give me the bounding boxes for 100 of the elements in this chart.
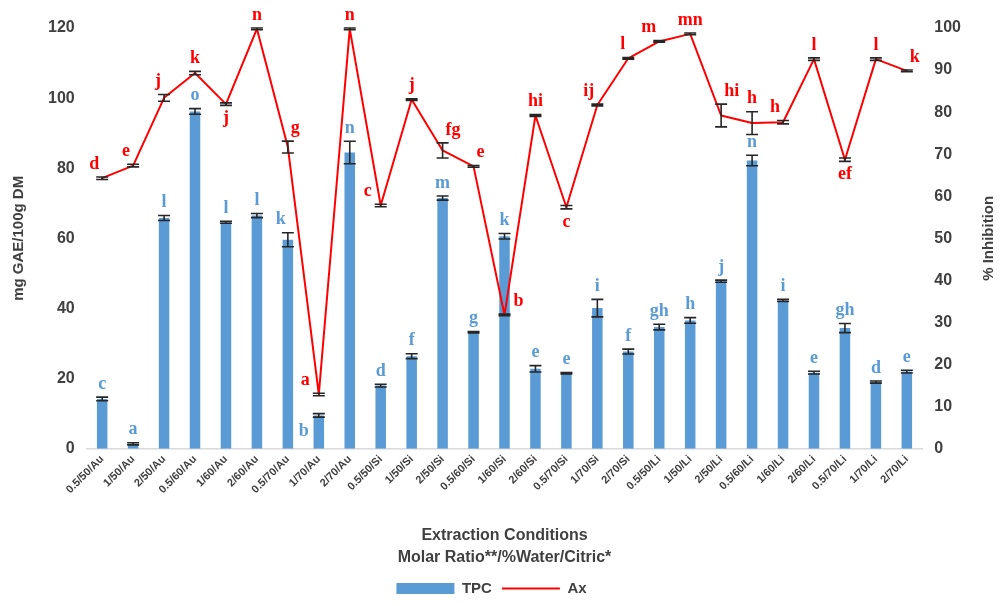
bar [623,351,634,449]
data-label: l [223,196,229,217]
bar [344,152,356,449]
bar [437,198,448,449]
bar [189,111,201,449]
data-label: a [128,418,138,439]
data-label: f [625,324,633,345]
data-label: c [562,210,571,231]
data-label: n [344,3,355,24]
y-tick-label: 40 [56,298,75,316]
data-label: e [902,345,911,366]
y2-tick-label: 70 [934,144,953,162]
y2-tick-label: 80 [934,102,953,120]
bar [839,328,851,449]
data-label: e [122,139,131,160]
y2-tick-label: 10 [934,397,953,415]
data-label: o [190,84,200,105]
data-label: l [161,191,167,212]
y-tick-label: 120 [47,18,75,36]
data-label: h [685,293,696,314]
y2-tick-label: 20 [934,354,953,372]
data-label: d [870,356,881,377]
x-axis-title: Extraction Conditions Molar Ratio**/%Water/Citric* [397,525,613,566]
data-label: hi [527,90,543,111]
data-label: k [499,209,510,230]
data-label: g [290,116,300,137]
data-label: e [809,346,818,367]
data-label: m [435,171,451,192]
data-label: d [89,152,100,173]
data-label: mn [677,8,703,29]
bar [870,382,882,449]
y2-tick-label: 40 [934,270,953,288]
bar [499,236,510,449]
bar [746,160,758,449]
data-label: k [190,46,201,67]
legend-label: TPC [461,578,493,596]
bar [653,327,665,449]
data-label: i [780,275,786,296]
data-label: l [873,33,879,54]
bar [592,308,603,449]
data-label: ef [837,163,853,184]
data-label: e [562,348,571,369]
data-label: f [408,329,416,350]
bar [375,385,386,449]
data-label: c [363,179,372,200]
y-tick-label: 100 [47,88,75,106]
bar [530,368,541,449]
bar [220,222,232,449]
data-label: a [300,368,310,389]
data-label: l [620,33,626,54]
bar [158,218,170,449]
bar [406,356,417,449]
data-label: c [98,372,107,393]
bar [96,398,108,449]
bar [901,371,913,449]
y-axis-title: mg GAE/100g DM [9,175,27,301]
y2-axis-title: % Inhibition [979,195,997,281]
data-label: l [254,189,260,210]
data-label: k [275,208,286,229]
data-label: n [344,116,355,137]
data-label: i [594,275,600,296]
bar [561,373,572,449]
y2-tick-label: 0 [934,439,944,457]
bar [715,281,727,449]
data-label: n [747,130,758,151]
data-label: j [717,255,725,276]
data-label: l [811,33,817,54]
data-label: j [154,70,162,91]
y2-tick-label: 100 [934,18,962,36]
bar [808,372,820,449]
data-label: m [641,16,657,37]
y2-tick-label: 50 [934,228,953,246]
data-label: e [476,141,485,162]
bar [777,300,789,449]
data-label: j [407,74,415,95]
bar [468,332,479,449]
bar [282,239,294,449]
bar [251,215,263,449]
bar [684,320,696,449]
data-label: n [251,3,262,24]
data-label: g [469,307,479,328]
data-label: gh [649,299,669,320]
data-label: ij [583,79,595,100]
y-tick-label: 20 [56,369,75,386]
data-label: k [909,45,920,66]
data-label: gh [835,299,855,320]
data-label: d [375,359,386,380]
data-label: j [221,107,229,128]
y-tick-label: 0 [65,439,75,457]
y-tick-label: 60 [56,228,75,246]
y2-tick-label: 90 [934,60,953,78]
data-label: b [513,289,524,310]
y2-tick-label: 30 [934,312,953,330]
data-label: h [770,96,781,117]
y-tick-label: 80 [56,158,75,176]
y2-tick-label: 60 [934,186,953,204]
legend-label: Ax [567,578,588,596]
data-label: hi [724,79,740,100]
data-label: fg [445,118,461,139]
data-label: b [298,420,309,441]
